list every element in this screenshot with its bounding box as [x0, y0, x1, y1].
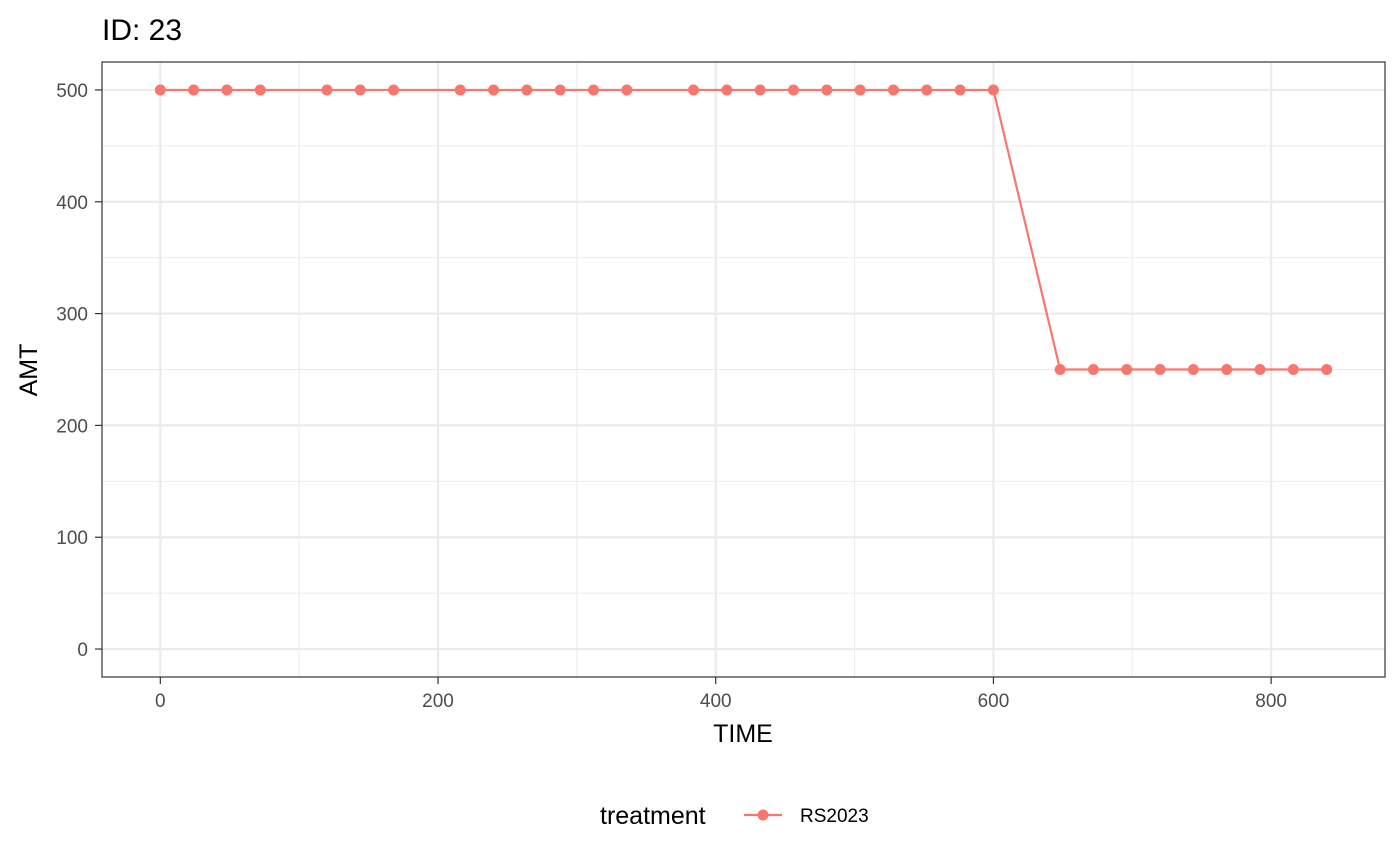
data-point — [188, 84, 200, 96]
x-axis-title: TIME — [713, 720, 773, 748]
legend: treatment RS2023 — [600, 802, 869, 830]
data-point — [1321, 364, 1333, 375]
legend-label-rs2023: RS2023 — [800, 806, 869, 827]
data-point — [1154, 364, 1166, 375]
data-point — [787, 84, 799, 96]
legend-key-point — [757, 809, 769, 821]
y-tick-label: 300 — [56, 305, 88, 326]
data-point — [1054, 364, 1066, 375]
data-point — [987, 84, 999, 96]
data-point — [721, 84, 733, 96]
data-point — [254, 84, 266, 96]
data-point — [921, 84, 933, 96]
data-point — [454, 84, 466, 96]
x-tick-label: 0 — [155, 691, 166, 712]
series-line — [160, 88, 1327, 371]
x-tick-label: 200 — [422, 691, 454, 712]
grid-minor — [102, 62, 1385, 677]
data-point — [554, 84, 566, 96]
y-tick-label: 100 — [56, 528, 88, 549]
data-point — [887, 84, 899, 96]
data-point — [354, 84, 366, 96]
y-tick-label: 500 — [56, 81, 88, 102]
chart-title: ID: 23 — [102, 14, 182, 47]
data-point — [154, 84, 166, 96]
legend-title: treatment — [600, 802, 706, 830]
data-point — [1121, 364, 1133, 375]
data-point — [688, 84, 700, 96]
data-point — [854, 84, 866, 96]
data-point — [521, 84, 533, 96]
y-axis-ticks: 0 100 200 300 400 500 — [56, 81, 102, 661]
data-point — [1221, 364, 1233, 375]
y-axis-title: AMT — [15, 344, 43, 397]
panel-border — [101, 61, 1386, 678]
x-tick-label: 400 — [700, 691, 732, 712]
y-tick-label: 400 — [56, 193, 88, 214]
x-tick-label: 800 — [1255, 691, 1287, 712]
data-point — [621, 84, 633, 96]
data-point — [221, 84, 233, 96]
data-point — [954, 84, 966, 96]
data-point — [1254, 364, 1266, 375]
series-layer — [154, 84, 1333, 375]
data-point — [1087, 364, 1099, 375]
y-tick-label: 200 — [56, 416, 88, 437]
data-point — [754, 84, 766, 96]
data-point — [1187, 364, 1199, 375]
x-tick-label: 600 — [978, 691, 1010, 712]
data-point — [488, 84, 500, 96]
data-point — [321, 84, 333, 96]
data-point — [1287, 364, 1299, 375]
x-axis-ticks: 0 200 400 600 800 — [155, 677, 1287, 712]
y-tick-label: 0 — [77, 640, 88, 661]
data-point — [588, 84, 600, 96]
data-point — [388, 84, 400, 96]
data-point — [821, 84, 833, 96]
